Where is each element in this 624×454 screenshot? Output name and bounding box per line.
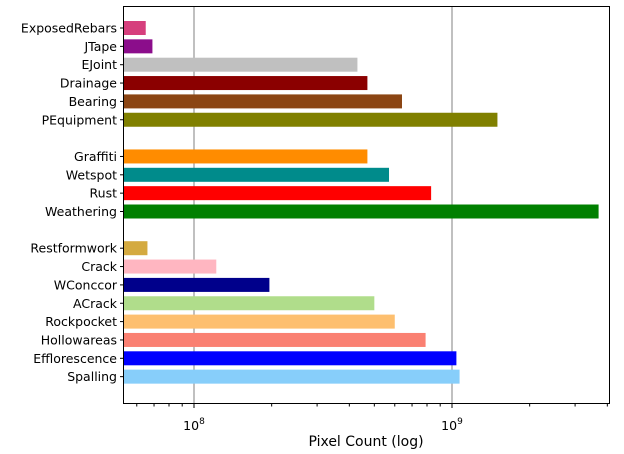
bar-layer [124,21,599,384]
bar-pequipment [124,112,498,127]
bar-jtape [124,39,153,54]
x-tick-label-0: 108 [183,417,205,433]
bar-weathering [124,204,599,219]
bar-ejoint [124,57,358,72]
bar-graffiti [124,149,368,164]
bar-acrack [124,296,375,311]
category-label-rockpocket: Rockpocket [45,314,117,329]
category-labels: ExposedRebars JTape EJoint Drainage Bearing P… [21,21,124,384]
category-label-crack: Crack [81,259,117,274]
category-label-wetspot: Wetspot [66,167,117,182]
bar-wetspot [124,167,390,182]
bar-hollowareas [124,332,426,347]
bar-rust [124,186,432,201]
bar-drainage [124,76,368,91]
category-label-jtape: JTape [83,39,117,54]
x-tick-labels: 108 109 [136,404,608,433]
category-label-graffiti: Graffiti [74,149,117,164]
bar-wconccor [124,277,270,292]
category-label-exposedrebars: ExposedRebars [21,21,117,36]
bar-bearing [124,94,402,109]
category-label-ejoint: EJoint [81,57,117,72]
category-label-rust: Rust [90,186,118,201]
x-tick-label-1: 109 [441,417,463,433]
category-label-restformwork: Restformwork [30,241,117,256]
category-label-pequipment: PEquipment [42,112,117,127]
bar-rockpocket [124,314,395,329]
bar-crack [124,259,217,274]
plot-frame [123,6,610,404]
category-label-drainage: Drainage [60,76,117,91]
category-label-weathering: Weathering [45,204,117,219]
category-label-efflorescence: Efflorescence [33,351,117,366]
category-label-acrack: ACrack [73,296,118,311]
category-label-spalling: Spalling [67,369,117,384]
category-label-wconccor: WConccor [54,277,118,292]
x-axis-title: Pixel Count (log) [308,434,423,450]
category-label-hollowareas: Hollowareas [41,332,117,347]
bar-restformwork [124,241,148,256]
bar-spalling [124,369,460,384]
category-label-bearing: Bearing [69,94,117,109]
bar-efflorescence [124,351,457,366]
bar-exposedrebars [124,21,146,35]
